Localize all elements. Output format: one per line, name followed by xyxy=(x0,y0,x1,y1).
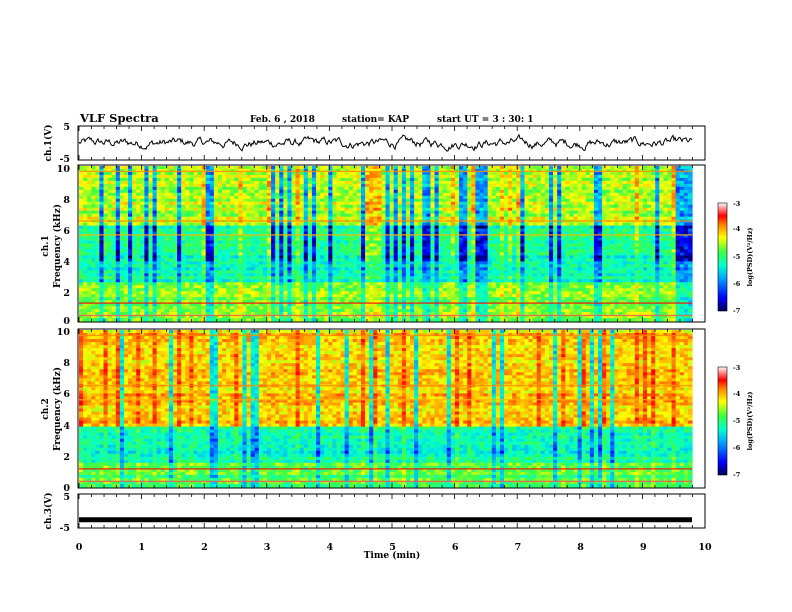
xtick-0: 0 xyxy=(76,542,83,553)
ch2-spectrogram-image xyxy=(79,330,693,488)
xtick-6: 6 xyxy=(452,542,459,553)
ch2-cb-tick-6: -6 xyxy=(733,444,741,452)
ch2-ytick-10: 10 xyxy=(57,327,71,338)
ch2-ylabel-channel: ch.2 xyxy=(41,398,51,419)
time-tick-marks xyxy=(78,126,706,528)
ch1-panel: 5 -5 ch.1(V) xyxy=(43,122,706,165)
xtick-1: 1 xyxy=(138,542,145,553)
ch1-ylabel: ch.1(V) xyxy=(43,125,54,162)
date-label: Feb. 6 , 2018 xyxy=(250,115,315,125)
ch1-ytick-6: 6 xyxy=(63,226,70,237)
ch2-cb-tick-3: -3 xyxy=(733,364,741,372)
figure-title: VLF Spectra xyxy=(79,111,159,125)
start-time-label: start UT = 3 : 30: 1 xyxy=(437,115,534,125)
ch3-ytick-top: 5 xyxy=(63,492,70,503)
ch3-panel-frame xyxy=(77,493,706,529)
ch2-ytick-0: 0 xyxy=(63,483,70,494)
ch1-ylabel-channel: ch.1 xyxy=(41,235,51,256)
xtick-7: 7 xyxy=(515,542,522,553)
xtick-4: 4 xyxy=(326,542,333,553)
ch1-cb-tick-5: -5 xyxy=(733,253,741,261)
xtick-8: 8 xyxy=(577,542,584,553)
ch2-colorbar xyxy=(717,366,728,476)
ch1-ytick-top: 5 xyxy=(63,122,70,133)
ch3-panel: 5 -5 ch.3(V) xyxy=(43,492,706,534)
ch1-colorbar-label: log(PSD)(V²/Hz) xyxy=(746,228,754,287)
ch1-spectrogram-frame xyxy=(77,164,706,323)
ch1-cb-tick-6: -6 xyxy=(733,280,741,288)
ch1-spectrogram-image xyxy=(79,166,693,322)
ch2-colorbar-label: log(PSD)(V²/Hz) xyxy=(746,392,754,451)
xtick-2: 2 xyxy=(201,542,208,553)
ch2-ytick-2: 2 xyxy=(63,452,70,463)
ch1-cb-tick-4: -4 xyxy=(733,225,741,233)
ch1-spectrogram-panel: 10 6 4 2 0 8 ch.1 Frequency (kHz) -3 -4 … xyxy=(41,164,754,327)
ch1-ytick-8: 8 xyxy=(63,195,70,206)
ch2-ylabel-frequency: Frequency (kHz) xyxy=(52,367,63,451)
xtick-10: 10 xyxy=(698,542,712,553)
ch2-ytick-4: 4 xyxy=(63,421,70,432)
ch1-ytick-10: 10 xyxy=(57,164,71,175)
ch1-ytick-2: 2 xyxy=(63,288,70,299)
x-axis-label: Time (min) xyxy=(364,550,421,561)
ch2-cb-tick-7: -7 xyxy=(733,471,740,479)
ch2-ytick-6: 6 xyxy=(63,389,70,400)
ch2-spectrogram-panel: 10 8 6 4 2 0 ch.2 Frequency (kHz) -3 -4 … xyxy=(41,327,754,494)
ch1-ylabel-frequency: Frequency (kHz) xyxy=(52,204,63,288)
ch1-colorbar xyxy=(717,202,728,312)
ch2-cb-tick-4: -4 xyxy=(733,390,741,398)
xtick-5: 5 xyxy=(389,542,396,553)
ch1-ytick-0: 0 xyxy=(63,316,70,327)
ch1-waveform-trace xyxy=(78,133,693,152)
ch1-cb-tick-3: -3 xyxy=(733,200,741,208)
ch1-cb-tick-7: -7 xyxy=(733,307,740,315)
ch1-ytick-4: 4 xyxy=(63,257,70,268)
station-label: station= KAP xyxy=(342,115,409,125)
ch1-panel-frame xyxy=(77,125,706,161)
xtick-9: 9 xyxy=(640,542,647,553)
ch2-cb-tick-5: -5 xyxy=(733,417,741,425)
ch2-spectrogram-frame xyxy=(77,328,706,489)
ch2-ytick-8: 8 xyxy=(63,358,70,369)
x-axis: 0 1 2 3 4 5 6 7 8 9 10 Time (min) xyxy=(76,542,712,561)
ch3-ylabel: ch.3(V) xyxy=(43,493,54,530)
ch1-ytick-bottom: -5 xyxy=(59,154,70,165)
ch3-ytick-bottom: -5 xyxy=(59,523,70,534)
xtick-3: 3 xyxy=(264,542,271,553)
